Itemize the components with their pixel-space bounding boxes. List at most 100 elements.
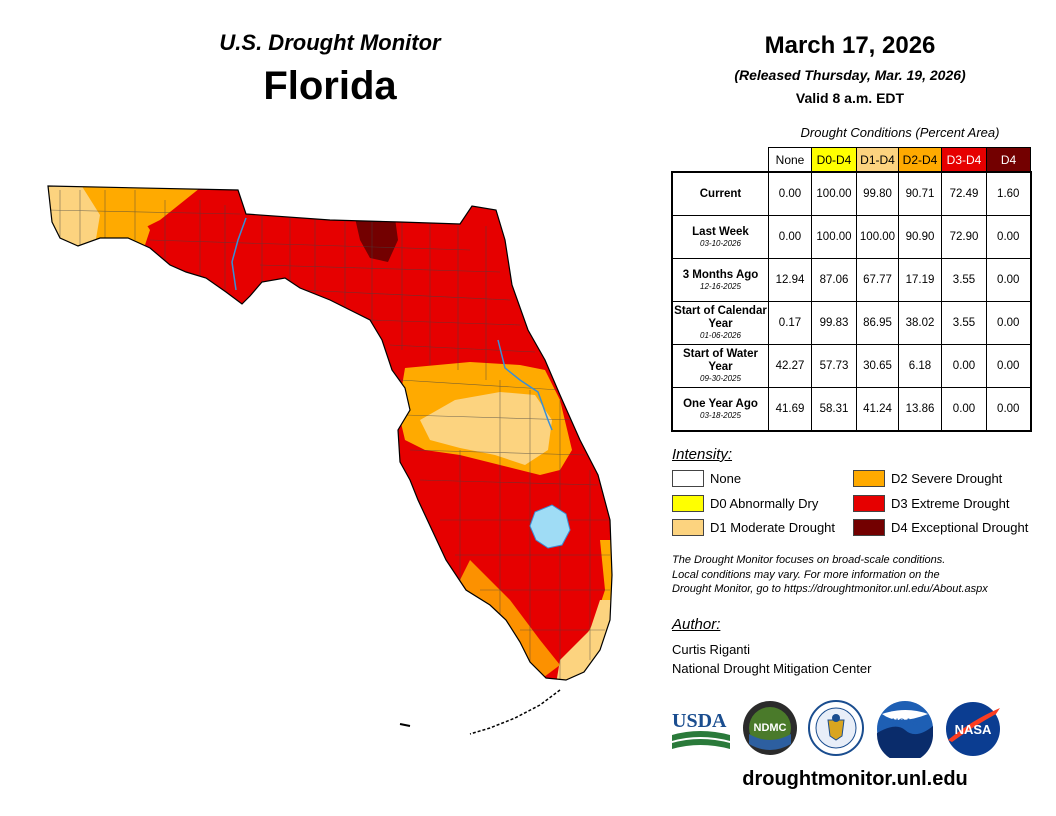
table-cell: 13.86: [898, 387, 942, 432]
table-cell: 87.06: [811, 258, 857, 302]
table-cell: 72.90: [941, 215, 987, 259]
table-cell: 100.00: [856, 215, 899, 259]
row-label: Last Week: [692, 225, 749, 238]
col-header: D3-D4: [941, 147, 987, 173]
table-cell: 42.27: [768, 344, 812, 388]
legend-swatch: [672, 470, 704, 487]
legend-item-d4: D4 Exceptional Drought: [853, 519, 1028, 536]
dept-of-commerce-seal-icon: [808, 700, 864, 756]
table-cell: 0.00: [986, 301, 1031, 345]
legend-item-d0: D0 Abnormally Dry: [672, 495, 818, 512]
table-cell: 12.94: [768, 258, 812, 302]
table-cell: 0.17: [768, 301, 812, 345]
table-row: Last Week 03-10-2026 0.00 100.00 100.00 9…: [671, 215, 1031, 259]
table-cell: 99.83: [811, 301, 857, 345]
table-cell: 41.24: [856, 387, 899, 432]
table-cell: 0.00: [941, 344, 987, 388]
table-cell: 30.65: [856, 344, 899, 388]
legend-swatch: [672, 495, 704, 512]
author-org: National Drought Mitigation Center: [672, 661, 872, 676]
florida-drought-map: [47, 185, 613, 735]
table-cell: 58.31: [811, 387, 857, 432]
legend-title: Intensity:: [672, 446, 733, 463]
author-name: Curtis Riganti: [672, 642, 751, 657]
region-title: Florida: [263, 64, 397, 108]
table-cell: 0.00: [986, 258, 1031, 302]
legend-label: D1 Moderate Drought: [710, 520, 836, 535]
table-cell: 0.00: [941, 387, 987, 432]
valid-time: Valid 8 a.m. EDT: [795, 90, 905, 106]
table-row: One Year Ago 03-18-2025 41.69 58.31 41.24…: [671, 387, 1031, 432]
table-cell: 86.95: [856, 301, 899, 345]
table-cell: 3.55: [941, 258, 987, 302]
table-cell: 41.69: [768, 387, 812, 432]
table-cell: 1.60: [986, 171, 1031, 216]
usda-logo: USDA: [672, 710, 730, 749]
legend-swatch: [853, 519, 885, 536]
table-cell: 72.49: [941, 171, 987, 216]
legend-swatch: [672, 519, 704, 536]
table-cell: 3.55: [941, 301, 987, 345]
legend-label: D3 Extreme Drought: [891, 496, 1010, 511]
map-date: March 17, 2026: [764, 32, 936, 59]
ndmc-logo: NDMC: [743, 701, 797, 755]
note-line: Drought Monitor, go to https://droughtmo…: [672, 583, 988, 595]
col-header: D1-D4: [856, 147, 899, 173]
table-cell: 57.73: [811, 344, 857, 388]
table-cell: 17.19: [898, 258, 942, 302]
col-header: None: [768, 147, 812, 173]
usda-logo-text: USDA: [672, 710, 727, 732]
table-row: 3 Months Ago 12-16-2025 12.94 87.06 67.77…: [671, 258, 1031, 302]
table-cell: 99.80: [856, 171, 899, 216]
ndmc-logo-text: NDMC: [754, 722, 787, 734]
table-cell: 0.00: [768, 171, 812, 216]
table-row: Start of Water Year 09-30-2025 42.27 57.7…: [671, 344, 1031, 388]
row-date: 03-18-2025: [700, 410, 741, 420]
row-date: 12-16-2025: [700, 281, 741, 291]
legend-item-d2: D2 Severe Drought: [853, 470, 1002, 487]
legend-label: D2 Severe Drought: [891, 471, 1003, 486]
table-cell: 6.18: [898, 344, 942, 388]
table-cell: 38.02: [898, 301, 942, 345]
legend-label: None: [710, 471, 742, 486]
table-cell: 0.00: [986, 387, 1031, 432]
table-cell: 100.00: [811, 171, 857, 216]
noaa-logo-text: NOAA: [892, 717, 919, 727]
nasa-logo-text: NASA: [955, 722, 992, 737]
legend-item-none: None: [672, 470, 741, 487]
table-row: Current 0.00 100.00 99.80 90.71 72.49 1.…: [671, 171, 1031, 216]
note-line: Local conditions may vary. For more info…: [672, 568, 940, 581]
row-date: 09-30-2025: [700, 374, 741, 383]
note-line: The Drought Monitor focuses on broad-sca…: [672, 554, 946, 566]
footer-url[interactable]: droughtmonitor.unl.edu: [742, 768, 968, 790]
table-cell: 67.77: [856, 258, 899, 302]
row-label: One Year Ago: [683, 397, 758, 410]
legend-swatch: [853, 495, 885, 512]
legend-swatch: [853, 470, 885, 487]
col-header: D4: [986, 147, 1031, 173]
legend-label: D0 Abnormally Dry: [710, 496, 819, 511]
col-header: D2-D4: [898, 147, 942, 173]
table-cell: 100.00: [811, 215, 857, 259]
table-cell: 0.00: [986, 215, 1031, 259]
legend-label: D4 Exceptional Drought: [891, 520, 1029, 535]
noaa-logo: NOAA: [876, 701, 933, 758]
author-heading: Author:: [672, 616, 721, 633]
disclaimer-note: The Drought Monitor focuses on broad-sca…: [672, 553, 1042, 597]
legend-item-d1: D1 Moderate Drought: [672, 519, 835, 536]
row-label: Start of Calendar Year: [674, 305, 767, 330]
table-caption: Drought Conditions (Percent Area): [800, 125, 1000, 140]
table-cell: 0.00: [768, 215, 812, 259]
table-cell: 0.00: [986, 344, 1031, 388]
release-date: (Released Thursday, Mar. 19, 2026): [734, 67, 966, 83]
drought-conditions-table: None D0-D4 D1-D4 D2-D4 D3-D4 D4 Current …: [671, 147, 1032, 432]
row-label: Start of Water Year: [683, 348, 758, 373]
row-date: 03-10-2026: [700, 238, 741, 248]
col-header: D0-D4: [811, 147, 857, 173]
legend-item-d3: D3 Extreme Drought: [853, 495, 1010, 512]
table-row: Start of Calendar Year 01-06-2026 0.17 99…: [671, 301, 1031, 345]
row-label: Current: [699, 187, 742, 200]
nasa-logo: NASA: [946, 702, 1000, 756]
monitor-title: U.S. Drought Monitor: [219, 30, 441, 55]
table-cell: 90.90: [898, 215, 942, 259]
